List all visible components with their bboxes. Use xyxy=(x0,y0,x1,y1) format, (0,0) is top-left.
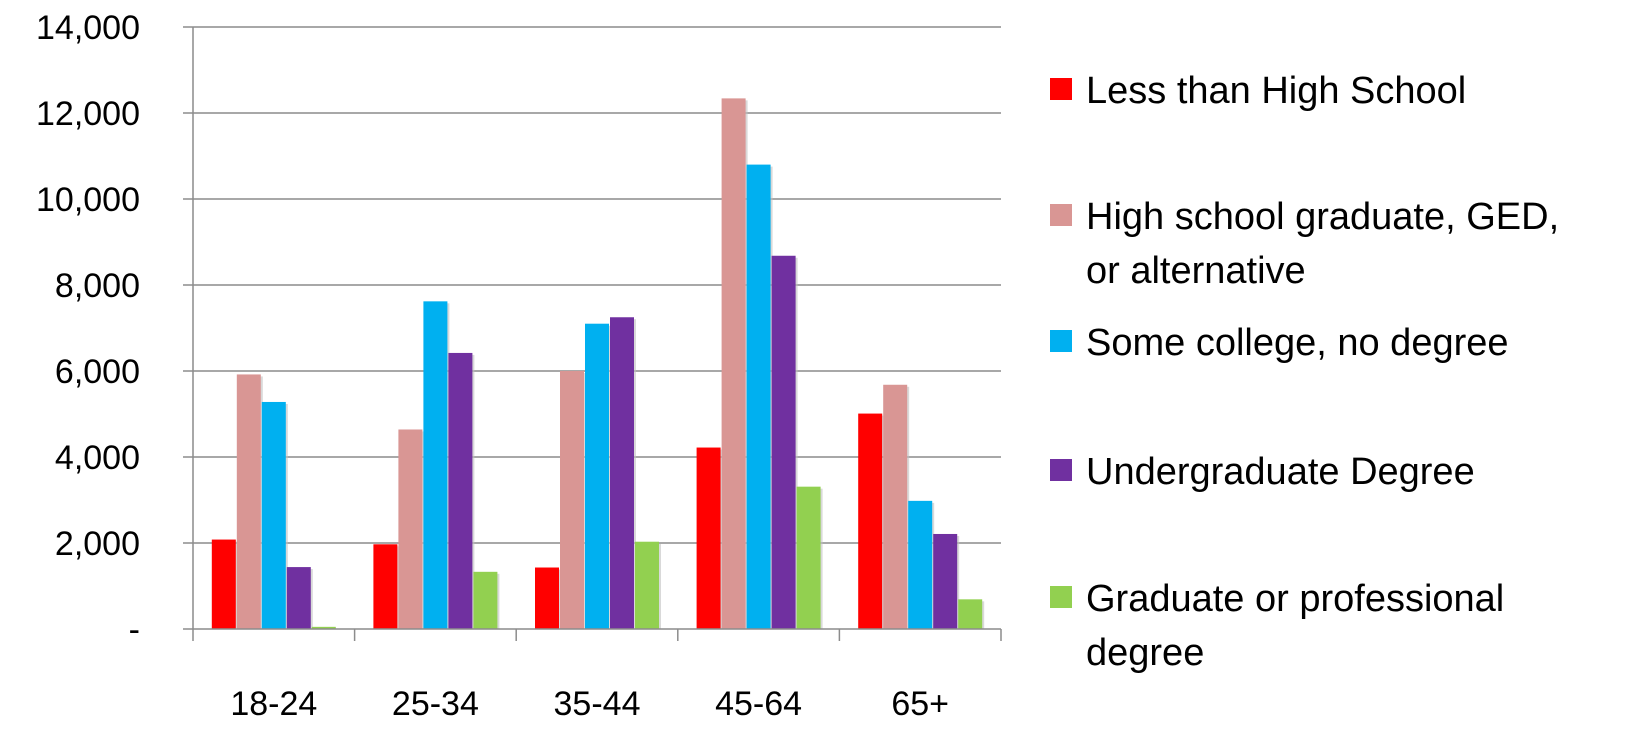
bar xyxy=(585,323,609,629)
bar xyxy=(311,626,336,629)
legend-swatch xyxy=(1050,330,1072,352)
bar xyxy=(858,413,883,629)
x-tick-label: 35-44 xyxy=(554,685,641,723)
y-tick-label: 12,000 xyxy=(36,95,140,133)
bar xyxy=(883,384,908,629)
y-tick-label: 14,000 xyxy=(36,9,140,47)
legend-label: Some college, no degree xyxy=(1086,322,1509,364)
bar xyxy=(448,352,473,629)
bar xyxy=(373,544,398,629)
bar xyxy=(908,500,933,629)
legend-item: Some college, no degree xyxy=(1050,316,1586,370)
legend-swatch xyxy=(1050,204,1072,226)
bar xyxy=(286,567,311,629)
axes xyxy=(183,26,1002,641)
legend-item: Graduate or professional degree xyxy=(1050,572,1586,680)
y-tick-label: 2,000 xyxy=(55,525,140,563)
bar xyxy=(958,599,983,629)
bar xyxy=(610,317,634,629)
legend-swatch xyxy=(1050,459,1072,481)
y-tick-label: 10,000 xyxy=(36,181,140,219)
bar xyxy=(236,374,261,629)
x-tick-label: 18-24 xyxy=(230,685,317,723)
x-tick-label: 45-64 xyxy=(715,685,802,723)
bar-chart: -2,0004,0006,0008,00010,00012,00014,000 … xyxy=(36,9,1002,723)
bar xyxy=(560,371,584,629)
bar xyxy=(796,486,821,629)
bar xyxy=(635,541,659,629)
x-tick-label: 25-34 xyxy=(392,685,479,723)
legend-swatch xyxy=(1050,586,1072,608)
bar xyxy=(211,539,236,629)
bar xyxy=(933,533,958,629)
y-tick-labels: - 2,000 4,000 6,000 8,000 10,000 12,000 14,000 xyxy=(36,9,140,649)
y-tick-label: - xyxy=(129,611,140,649)
bar xyxy=(261,401,286,629)
bar xyxy=(535,567,559,629)
bar xyxy=(721,98,746,629)
bar xyxy=(398,429,423,629)
x-tick-label: 65+ xyxy=(891,685,949,723)
legend-label: High school graduate, GED, or alternativ… xyxy=(1086,196,1560,292)
y-tick-label: 6,000 xyxy=(55,353,140,391)
legend-label: Graduate or professional degree xyxy=(1086,578,1505,674)
legend-item: High school graduate, GED, or alternativ… xyxy=(1050,190,1586,298)
bars xyxy=(211,98,985,629)
x-tick-labels: 18-24 25-34 35-44 45-64 65+ xyxy=(230,685,949,723)
legend-item: Less than High School xyxy=(1050,64,1586,118)
bar xyxy=(746,164,771,629)
bar xyxy=(771,255,796,629)
legend-label: Less than High School xyxy=(1086,70,1467,112)
y-tick-label: 4,000 xyxy=(55,439,140,477)
bar xyxy=(473,571,498,629)
y-tick-label: 8,000 xyxy=(55,267,140,305)
bar xyxy=(696,447,721,629)
legend-label: Undergraduate Degree xyxy=(1086,451,1475,493)
bar xyxy=(423,301,448,629)
legend-swatch xyxy=(1050,78,1072,100)
legend-item: Undergraduate Degree xyxy=(1050,445,1586,499)
legend: Less than High School High school graduat… xyxy=(1050,0,1625,746)
